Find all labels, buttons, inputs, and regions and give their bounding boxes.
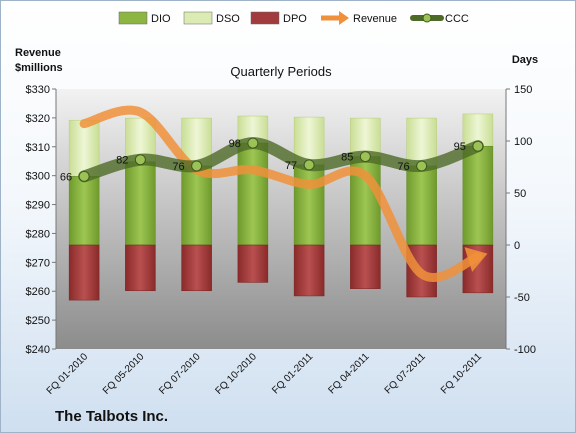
ccc-series: 66 82 76 98 77 85 76 95 [60, 137, 484, 183]
bar-dio [462, 145, 494, 246]
x-tick-label: FQ 10-2011 [439, 351, 484, 396]
left-tick-label: $260 [26, 286, 50, 298]
left-tick-label: $320 [26, 113, 50, 125]
bar-dio [181, 165, 212, 246]
bar-dpo [125, 244, 156, 292]
left-axis-label-line-2: $millions [15, 62, 63, 74]
company-name: The Talbots Inc. [55, 408, 168, 425]
left-tick-label: $280 [26, 228, 50, 240]
bar-dio [68, 176, 100, 246]
x-tick-label: FQ 10-2010 [213, 351, 259, 397]
legend-swatch [183, 11, 213, 25]
ccc-point [134, 154, 146, 166]
left-tick-label: $290 [26, 200, 50, 212]
legend-label: DSO [216, 13, 240, 25]
bar-dpo [181, 244, 212, 292]
bar-dso [350, 117, 381, 157]
right-tick-label: 150 [514, 84, 532, 96]
bar-dio [125, 161, 156, 246]
x-tick-label: FQ 04-2011 [327, 351, 372, 396]
legend-label: Revenue [353, 13, 397, 25]
right-tick-label: -100 [514, 344, 536, 356]
revenue-arrowhead [464, 247, 488, 272]
ccc-point [472, 140, 484, 152]
bar-dio [293, 164, 325, 246]
left-axis-label-line-1: Revenue [15, 47, 61, 59]
x-tick-label: FQ 07-2011 [383, 351, 428, 396]
ccc-point [78, 170, 90, 182]
left-axis-label: Revenue $millions [15, 47, 64, 74]
ccc-data-label: 66 [60, 171, 72, 183]
legend-label: DPO [283, 13, 307, 25]
legend-marker [422, 13, 432, 23]
right-tick-label: -50 [514, 292, 530, 304]
ccc-data-label: 76 [397, 161, 409, 173]
ccc-point [247, 137, 259, 149]
right-tick-label: 0 [514, 240, 520, 252]
left-axis: $240 $250 $260 $270 $280 $290 $300 $310 $320 $330 [26, 84, 57, 356]
revenue-series [79, 105, 488, 282]
x-tick-label: FQ 01-2010 [45, 351, 91, 397]
x-axis-labels: FQ 01-2010 FQ 05-2010 FQ 07-2010 FQ 10-2010… [45, 351, 485, 397]
left-tick-label: $240 [26, 344, 50, 356]
bar-dio [406, 165, 437, 246]
x-tick-label: FQ 05-2010 [101, 351, 147, 397]
right-axis: -100 -50 0 50 100 150 [505, 84, 536, 356]
right-tick-label: 50 [514, 188, 526, 200]
ccc-data-label: 95 [454, 141, 466, 153]
chart-title: Quarterly Periods [230, 64, 332, 79]
right-axis-label: Days [512, 54, 538, 66]
ccc-data-label: 82 [116, 155, 128, 167]
legend-label: CCC [445, 13, 469, 25]
legend-swatch [250, 11, 280, 25]
legend-item-revenue: Revenue [321, 11, 397, 25]
ccc-point [191, 160, 203, 172]
legend-item-dso: DSO [183, 11, 240, 25]
ccc-point [303, 159, 315, 171]
revenue-line [79, 105, 483, 282]
ccc-data-label: 77 [285, 160, 297, 172]
x-tick-label: FQ 07-2010 [157, 351, 203, 397]
bar-dpo [350, 244, 381, 289]
legend-label: DIO [151, 13, 171, 25]
ccc-line [78, 137, 484, 183]
left-tick-label: $270 [26, 257, 50, 269]
ccc-data-label: 76 [172, 161, 184, 173]
bar-dpo [237, 244, 269, 283]
legend: DIO DSO DPO Revenue CCC [118, 11, 469, 25]
legend-item-dio: DIO [118, 11, 171, 25]
bar-dpo [68, 244, 100, 301]
left-tick-label: $330 [26, 84, 50, 96]
left-tick-label: $250 [26, 315, 50, 327]
legend-item-dpo: DPO [250, 11, 307, 25]
ccc-data-label: 85 [341, 152, 353, 164]
legend-item-ccc: CCC [410, 13, 469, 25]
bar-dio [237, 142, 269, 246]
ccc-data-label: 98 [229, 138, 241, 150]
x-tick-label: FQ 01-2011 [270, 351, 315, 396]
plot-area [56, 89, 506, 349]
right-tick-label: 100 [514, 136, 532, 148]
left-tick-label: $310 [26, 142, 50, 154]
legend-swatch [118, 11, 148, 25]
bar-dpo [293, 244, 325, 297]
legend-arrow [339, 11, 349, 25]
left-tick-label: $300 [26, 171, 50, 183]
ccc-point [359, 151, 371, 163]
ccc-point [416, 160, 428, 172]
